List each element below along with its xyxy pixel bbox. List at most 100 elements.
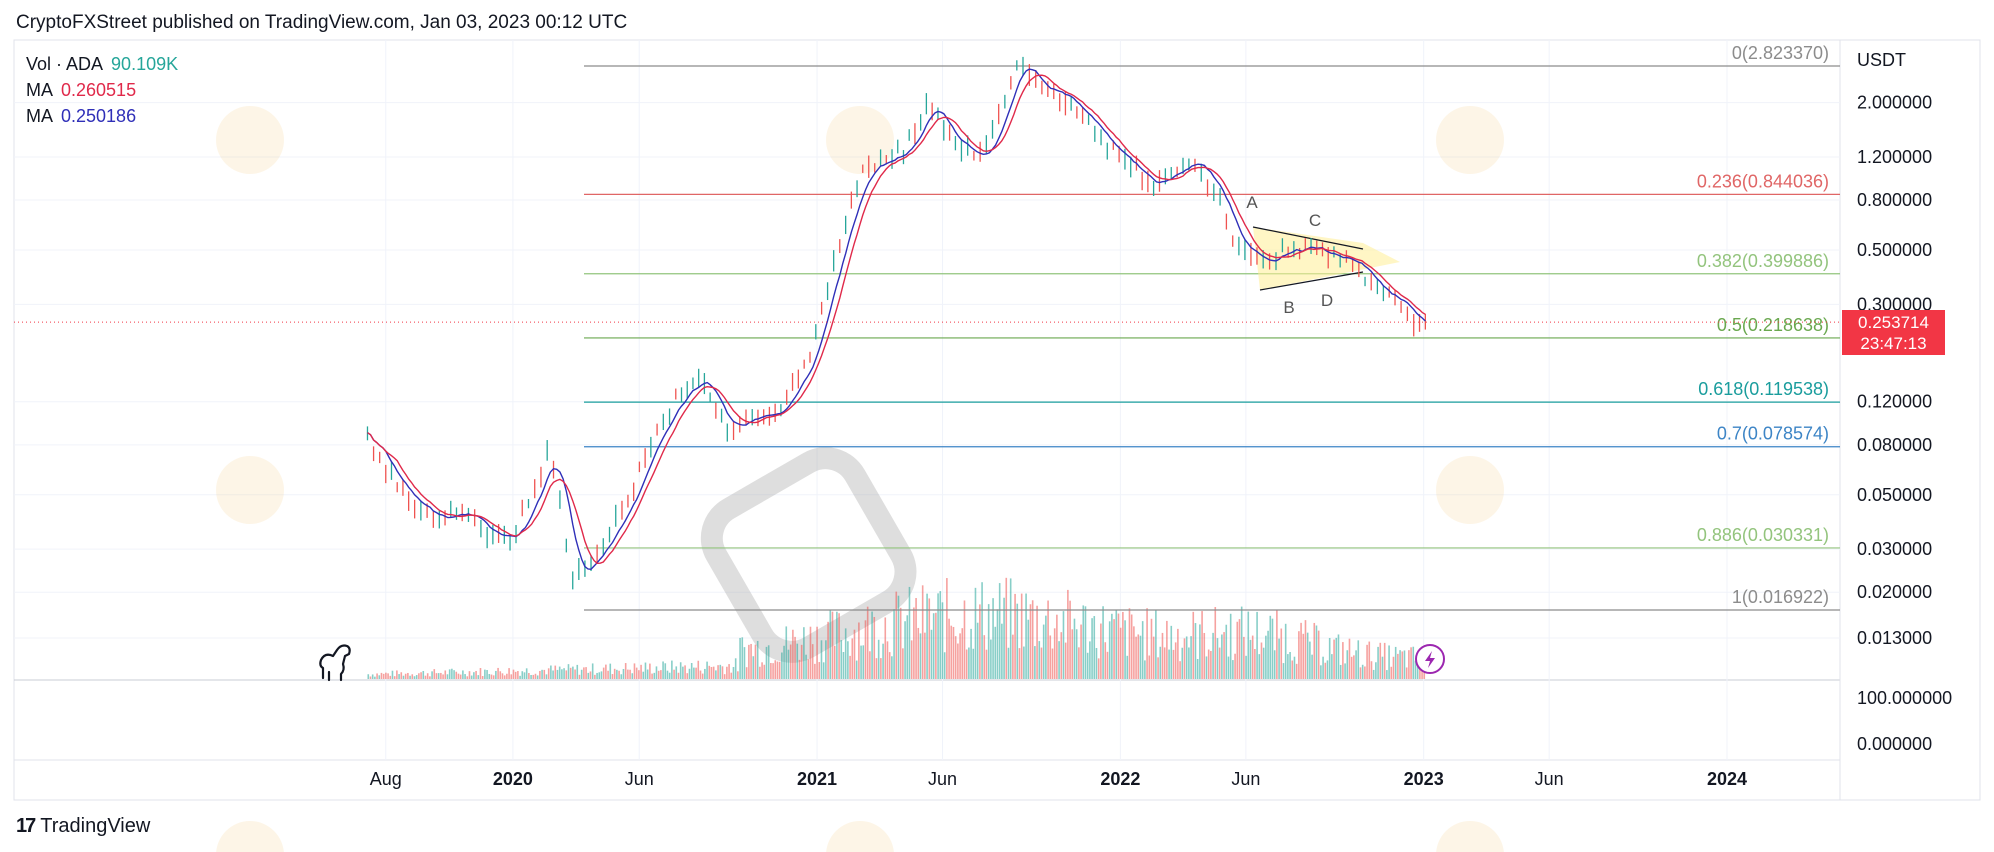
volume-bar bbox=[1229, 613, 1232, 679]
volume-bar bbox=[948, 618, 950, 679]
volume-bar bbox=[1232, 660, 1234, 679]
volume-bar bbox=[1078, 647, 1080, 679]
volume-bar bbox=[1062, 611, 1065, 679]
volume-bar bbox=[675, 666, 678, 679]
volume-bar bbox=[811, 644, 814, 679]
volume-bar bbox=[770, 662, 772, 679]
volume-bar bbox=[853, 629, 856, 679]
volume-bar bbox=[519, 675, 521, 679]
volume-bar bbox=[514, 671, 517, 679]
volume-bar bbox=[723, 674, 726, 679]
volume-bar bbox=[1007, 647, 1010, 679]
volume-bar bbox=[1201, 611, 1203, 679]
volume-bar bbox=[1287, 654, 1289, 679]
volume-bar bbox=[596, 672, 598, 679]
legend-ma2[interactable]: MA 0.250186 bbox=[26, 106, 136, 127]
volume-bar bbox=[1254, 649, 1256, 679]
volume-bar bbox=[552, 670, 554, 679]
volume-bar bbox=[937, 593, 939, 679]
volume-bar bbox=[1183, 638, 1186, 679]
volume-bar bbox=[655, 666, 658, 679]
volume-bar bbox=[387, 673, 389, 679]
legend-volume-label: Vol · ADA bbox=[26, 54, 104, 74]
volume-bar bbox=[481, 676, 484, 679]
volume-bar bbox=[598, 672, 601, 679]
volume-bar bbox=[858, 622, 860, 679]
volume-bar bbox=[772, 663, 774, 679]
tradingview-brand[interactable]: 17 TradingView bbox=[16, 815, 150, 838]
volume-bar bbox=[1016, 603, 1019, 679]
dinosaur-icon[interactable] bbox=[319, 644, 351, 682]
volume-bar bbox=[1130, 614, 1133, 679]
time-tick-label: Jun bbox=[1231, 769, 1260, 789]
volume-bar bbox=[1005, 577, 1008, 679]
volume-bar bbox=[895, 591, 898, 679]
volume-bar bbox=[510, 674, 513, 679]
volume-bar bbox=[1133, 626, 1135, 679]
volume-bar bbox=[424, 675, 427, 679]
triangle-pattern[interactable]: A B C D bbox=[1246, 193, 1400, 317]
volume-bar bbox=[369, 676, 372, 679]
volume-bar bbox=[1089, 641, 1091, 679]
volume-bar bbox=[664, 663, 667, 679]
legend-ma1[interactable]: MA 0.260515 bbox=[26, 80, 136, 101]
volume-bar bbox=[807, 659, 810, 679]
volume-bar bbox=[1337, 634, 1340, 679]
volume-bar bbox=[985, 649, 988, 679]
volume-bar bbox=[536, 675, 539, 679]
lightning-event-icon[interactable] bbox=[1415, 644, 1445, 674]
volume-bar bbox=[448, 669, 451, 679]
volume-bar bbox=[1280, 628, 1283, 679]
volume-bar bbox=[1251, 635, 1254, 679]
tradingview-logo-icon: 17 bbox=[16, 815, 36, 837]
volume-bar bbox=[880, 658, 882, 679]
price-tick-label: 0.030000 bbox=[1857, 539, 1932, 559]
fibonacci-retracement[interactable]: 0(2.823370) 0.236(0.844036) 0.382(0.399886… bbox=[584, 43, 1840, 611]
volume-bar bbox=[785, 626, 788, 679]
volume-bar bbox=[1410, 647, 1412, 679]
volume-bar bbox=[726, 666, 728, 679]
volume-bar bbox=[1344, 663, 1346, 679]
legend-volume-value: 90.109K bbox=[111, 54, 179, 74]
price-tick-label: 0.500000 bbox=[1857, 240, 1932, 260]
volume-bar bbox=[576, 664, 579, 679]
volume-bar bbox=[1284, 623, 1287, 679]
volume-bar bbox=[1370, 661, 1373, 679]
volume-bar bbox=[957, 643, 959, 679]
volume-bar bbox=[1172, 649, 1175, 679]
volume-bar bbox=[389, 675, 392, 679]
volume-bar bbox=[836, 611, 838, 679]
volume-bar bbox=[622, 668, 625, 679]
volume-bar bbox=[1256, 611, 1258, 679]
volume-bar bbox=[979, 604, 981, 679]
volume-bar bbox=[748, 644, 750, 679]
volume-bar bbox=[992, 598, 994, 679]
volume-bar bbox=[1282, 663, 1285, 679]
volume-bar bbox=[1014, 593, 1016, 679]
volume-bar bbox=[1383, 642, 1386, 679]
volume-bar bbox=[686, 673, 689, 679]
volume-bar bbox=[1095, 647, 1098, 679]
volume-bar bbox=[794, 636, 796, 679]
triangle-lower-line[interactable] bbox=[1259, 271, 1364, 291]
fib-level-label: 0.382(0.399886) bbox=[1697, 251, 1829, 271]
volume-bars bbox=[367, 577, 1426, 679]
volume-bar bbox=[1394, 646, 1397, 679]
volume-bar bbox=[633, 663, 636, 679]
volume-bar bbox=[1258, 654, 1261, 679]
watermark-logo-icon bbox=[826, 821, 894, 852]
volume-bar bbox=[422, 670, 425, 679]
volume-bar bbox=[959, 633, 961, 679]
legend-volume[interactable]: Vol · ADA 90.109K bbox=[26, 54, 178, 75]
volume-bar bbox=[814, 663, 816, 679]
watermark-logo-icon bbox=[1436, 456, 1504, 524]
volume-bar bbox=[569, 667, 572, 679]
volume-bar bbox=[1225, 624, 1228, 679]
volume-bar bbox=[503, 675, 506, 679]
volume-bar bbox=[930, 629, 933, 679]
volume-bar bbox=[1401, 651, 1404, 679]
volume-bar bbox=[594, 674, 596, 679]
bar-countdown: 23:47:13 bbox=[1860, 334, 1927, 354]
triangle-upper-line[interactable] bbox=[1252, 226, 1364, 250]
